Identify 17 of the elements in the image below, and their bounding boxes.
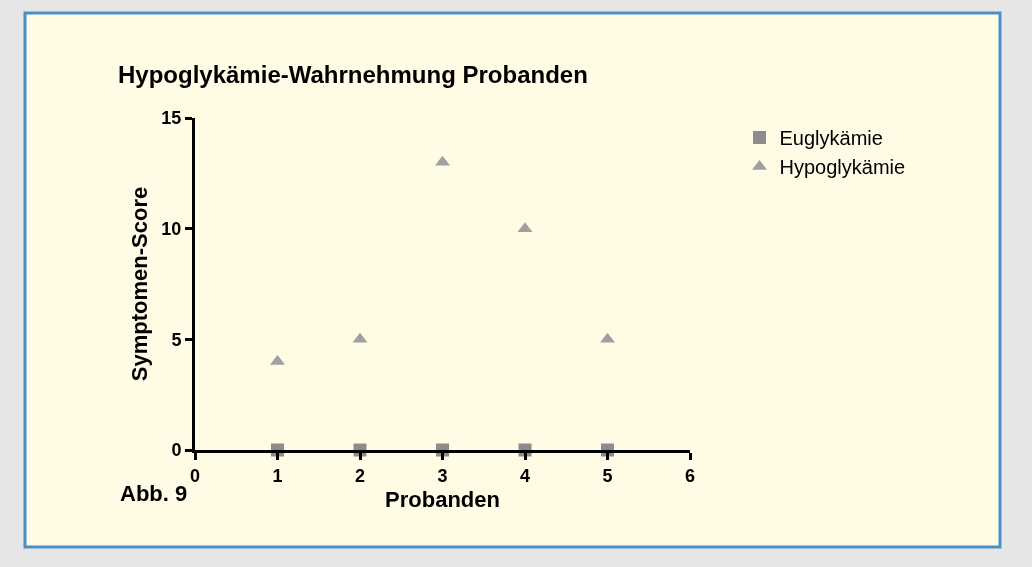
y-tick-label: 0	[171, 440, 182, 461]
x-tick-label: 5	[602, 465, 613, 486]
x-tick-label: 4	[519, 465, 531, 486]
y-tick-label: 15	[161, 108, 182, 129]
x-tick-label: 1	[272, 465, 283, 486]
caption: Abb. 9	[120, 481, 188, 506]
legend-label: Euglykämie	[779, 127, 883, 150]
y-tick-label: 10	[161, 218, 182, 239]
x-tick-label: 6	[684, 465, 696, 486]
y-tick-label: 5	[171, 329, 182, 350]
y-axis-title: Symptomen-Score	[127, 186, 153, 382]
legend-label: Hypoglykämie	[779, 156, 906, 179]
x-tick-label: 0	[189, 465, 201, 486]
x-tick-label: 2	[354, 465, 366, 486]
x-axis-title: Probanden	[385, 487, 500, 513]
chart-title: Hypoglykämie-Wahrnehmung Probanden	[118, 61, 588, 89]
x-tick-label: 3	[437, 465, 448, 486]
